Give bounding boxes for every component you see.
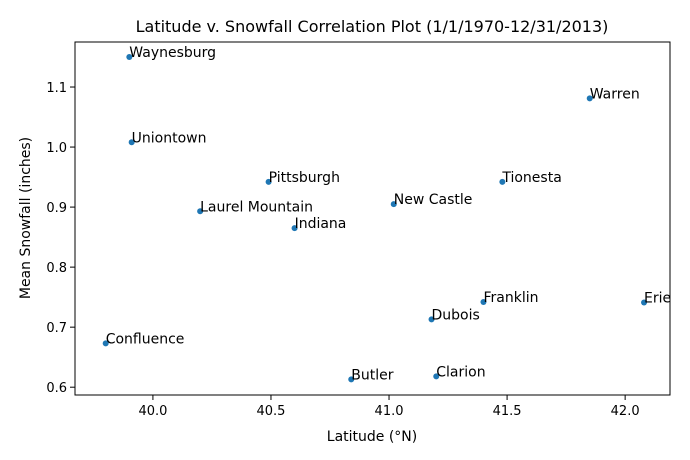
- point-label: Uniontown: [132, 130, 207, 146]
- plot-area: Waynesburg Uniontown Confluence Laurel Moun…: [102, 45, 671, 383]
- data-point: [433, 373, 440, 380]
- data-point: [348, 376, 355, 383]
- data-point: [102, 340, 109, 347]
- x-tick-label: 41.0: [375, 404, 404, 419]
- point-label: Franklin: [483, 290, 538, 306]
- data-point: [390, 201, 397, 208]
- y-axis-ticks: 0.6 0.7 0.8 0.9 1.0 1.1: [46, 81, 75, 396]
- data-point: [126, 54, 133, 61]
- point-label: Clarion: [436, 364, 485, 380]
- y-tick-label: 0.9: [46, 201, 67, 216]
- point-label: Confluence: [106, 331, 185, 347]
- y-tick-label: 0.7: [46, 321, 67, 336]
- data-point: [291, 225, 298, 232]
- point-label: New Castle: [394, 192, 473, 208]
- point-label: Dubois: [432, 307, 480, 323]
- x-tick-label: 41.5: [493, 404, 522, 419]
- y-tick-label: 1.0: [46, 141, 67, 156]
- data-point: [128, 139, 135, 146]
- data-point: [428, 316, 435, 323]
- data-point: [197, 208, 204, 215]
- x-axis-label: Latitude (°N): [327, 429, 417, 445]
- y-tick-label: 0.8: [46, 261, 67, 276]
- point-label: Butler: [351, 367, 393, 383]
- data-point: [499, 178, 506, 185]
- point-label: Laurel Mountain: [200, 199, 313, 215]
- y-tick-label: 0.6: [46, 381, 67, 396]
- x-tick-label: 40.0: [138, 404, 167, 419]
- x-tick-label: 40.5: [256, 404, 285, 419]
- data-point: [586, 95, 593, 102]
- x-tick-label: 42.0: [611, 404, 640, 419]
- chart-title: Latitude v. Snowfall Correlation Plot (1…: [136, 17, 609, 36]
- point-label: Pittsburgh: [269, 170, 340, 186]
- data-point: [641, 299, 648, 306]
- data-point: [265, 178, 272, 185]
- y-axis-label: Mean Snowfall (inches): [18, 137, 34, 299]
- point-label: Tionesta: [501, 170, 561, 186]
- point-label: Warren: [590, 86, 640, 102]
- point-label: Indiana: [295, 216, 347, 232]
- data-point: [480, 298, 487, 305]
- x-axis-ticks: 40.0 40.5 41.0 41.5 42.0: [138, 395, 640, 419]
- y-tick-label: 1.1: [46, 81, 67, 96]
- point-label: Waynesburg: [129, 45, 216, 61]
- axes-frame: [74, 41, 671, 396]
- point-label: Erie: [644, 291, 671, 307]
